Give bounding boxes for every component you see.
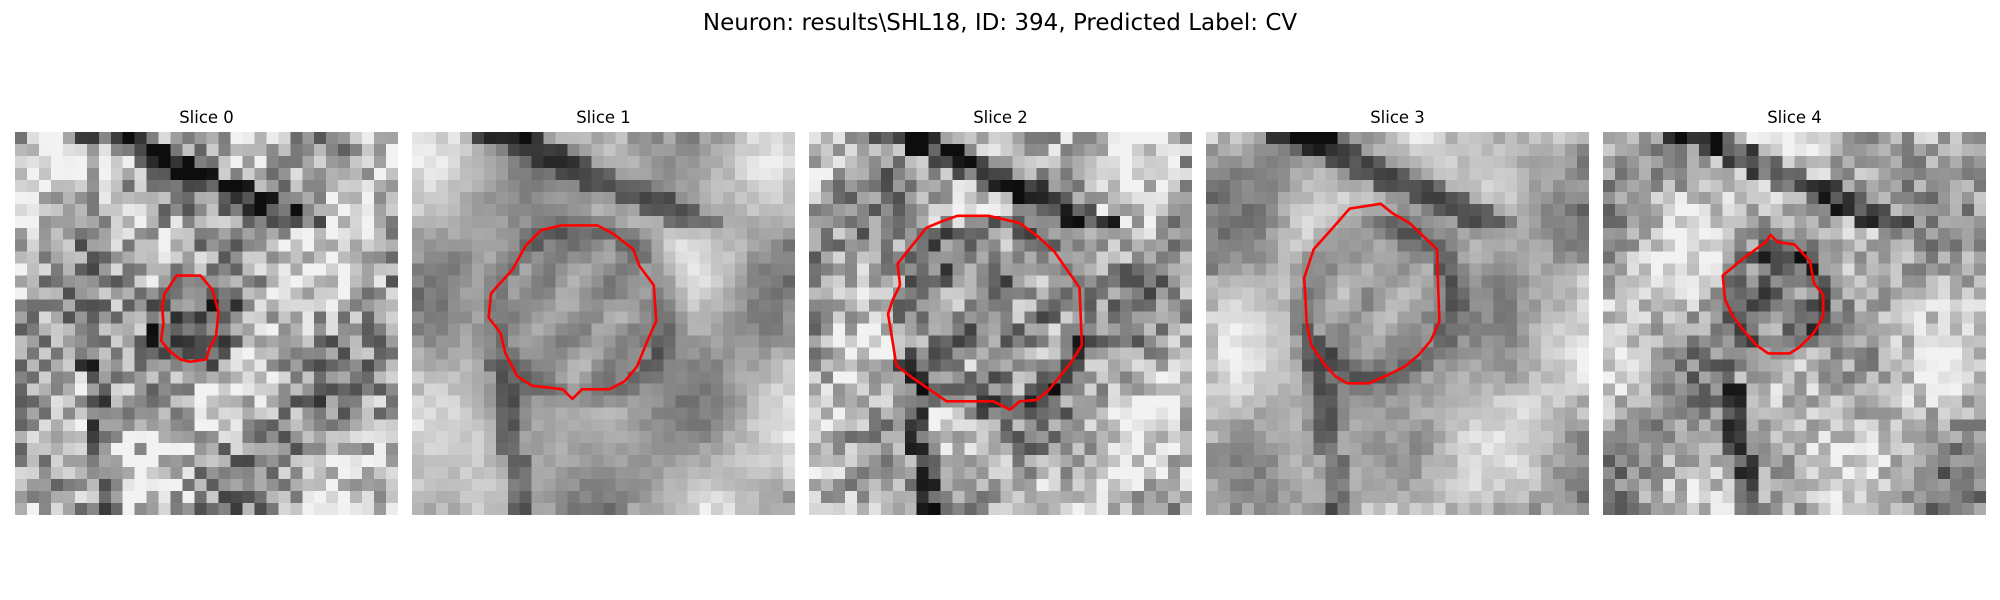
slice-image — [809, 132, 1192, 515]
slice-panel-4: Slice 4 — [1603, 108, 1986, 515]
slice-panel-0: Slice 0 — [15, 108, 398, 515]
slice-panel-3: Slice 3 — [1206, 108, 1589, 515]
slice-title: Slice 1 — [412, 108, 795, 132]
slice-image — [15, 132, 398, 515]
slice-image — [412, 132, 795, 515]
figure-title: Neuron: results\SHL18, ID: 394, Predicte… — [0, 8, 2000, 38]
slice-pixels — [15, 132, 398, 515]
slice-image — [1206, 132, 1589, 515]
slice-title: Slice 3 — [1206, 108, 1589, 132]
slice-title: Slice 2 — [809, 108, 1192, 132]
slice-panel-1: Slice 1 — [412, 108, 795, 515]
slice-image — [1603, 132, 1986, 515]
slice-title: Slice 0 — [15, 108, 398, 132]
slice-pixels — [412, 132, 795, 515]
slice-pixels — [809, 132, 1192, 515]
slice-pixels — [1603, 132, 1986, 515]
slice-title: Slice 4 — [1603, 108, 1986, 132]
slice-pixels — [1206, 132, 1589, 515]
slice-panel-2: Slice 2 — [809, 108, 1192, 515]
